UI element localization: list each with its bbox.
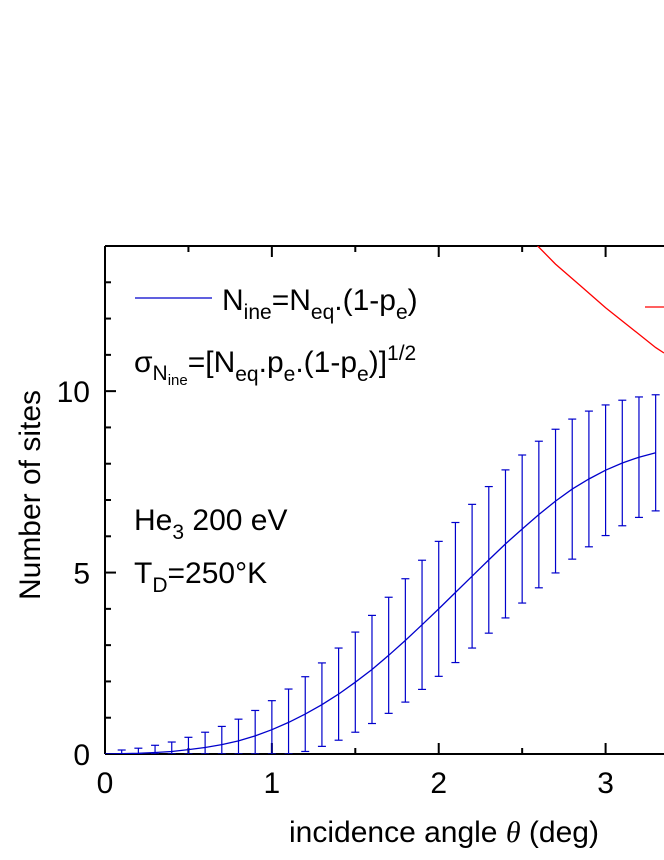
- x-tick-label: 2: [430, 767, 447, 800]
- y-tick-label: 0: [73, 739, 90, 772]
- annotation-td: TD=250°K: [134, 557, 267, 597]
- annotation-he3: He3 200 eV: [134, 504, 287, 544]
- x-tick-label: 3: [597, 767, 614, 800]
- tick-labels: 0 1 2 3 0 5 10: [57, 376, 614, 800]
- y-axis-label: Number of sites: [14, 390, 47, 600]
- legend-sigma-label: σNine=[Neq.pe.(1-pe)]1/2: [134, 342, 416, 389]
- y-tick-label: 5: [73, 558, 90, 591]
- series-blue-line: [105, 452, 656, 754]
- y-tick-label: 10: [57, 376, 90, 409]
- legend-blue-label: Nine=Neq.(1-pe): [222, 284, 418, 324]
- x-tick-label: 1: [264, 767, 281, 800]
- x-tick-label: 0: [97, 767, 114, 800]
- x-axis-label: incidence angle θ (deg): [289, 816, 599, 849]
- series-red-line: [536, 246, 664, 354]
